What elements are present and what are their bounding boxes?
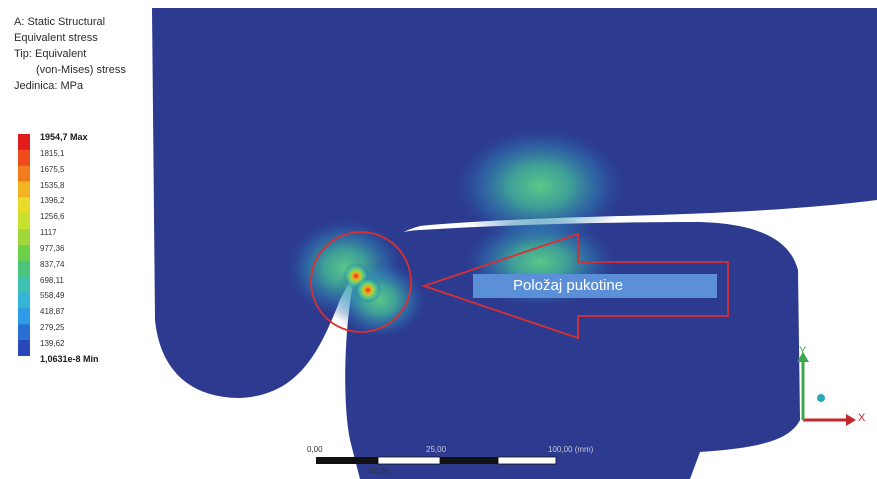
legend-label: 139,62 <box>40 338 65 348</box>
legend-swatch <box>18 260 30 278</box>
crack-marker-circle <box>310 231 412 333</box>
scale-mid-label: 50,00 <box>369 467 390 476</box>
legend-swatch <box>18 149 30 167</box>
legend-swatch <box>18 340 30 356</box>
legend-swatch <box>18 245 30 262</box>
legend-swatch <box>18 324 30 341</box>
analysis-title: A: Static Structural <box>14 16 106 28</box>
scale-faint-label-1: 25,00 <box>426 445 447 454</box>
legend-label: 837,74 <box>40 259 65 269</box>
legend-label: 698,11 <box>40 275 64 285</box>
legend-label: 1675,5 <box>40 164 65 174</box>
legend-swatch <box>18 308 30 325</box>
triad-x-label: X <box>858 412 866 424</box>
scale-bar <box>316 456 557 465</box>
legend-swatch <box>18 197 30 214</box>
crack-arrow <box>421 232 729 340</box>
legend-label: 1256,6 <box>40 212 65 222</box>
legend-swatch <box>18 213 30 230</box>
legend-label: 1,0631e-8 Min <box>40 353 99 364</box>
result-type: Tip: Equivalent <box>14 48 87 60</box>
legend-label: 1396,2 <box>40 196 65 206</box>
legend-swatch <box>18 134 30 151</box>
scale-start-label: 0,00 <box>307 445 323 454</box>
legend-label: 279,25 <box>40 323 65 333</box>
result-type-cont: (von-Mises) stress <box>36 64 126 76</box>
legend-label: 1117 <box>40 228 57 238</box>
crack-location-label: Položaj pukotine <box>473 274 717 298</box>
legend-label: 1535,8 <box>40 180 65 190</box>
legend-swatch <box>18 165 30 183</box>
hotspot-2 <box>355 277 381 303</box>
result-name: Equivalent stress <box>14 32 98 44</box>
legend-label: 977,36 <box>40 243 65 253</box>
result-unit: Jedinica: MPa <box>14 80 84 92</box>
coordinate-triad <box>797 352 856 426</box>
legend-swatch <box>18 292 30 309</box>
legend-label: 418,87 <box>40 307 65 317</box>
legend-label: 1954,7 Max <box>40 132 88 142</box>
result-info: A: Static Structural Equivalent stress T… <box>14 14 126 94</box>
legend-labels: 1954,7 Max 1815,1 1675,5 1535,8 1396,2 1256,6… <box>40 130 99 368</box>
triad-y-label: Y <box>799 345 807 357</box>
legend-swatch <box>18 181 30 198</box>
legend-swatch <box>18 229 30 246</box>
stress-field-upper <box>450 124 630 248</box>
legend-label: 558,49 <box>40 291 65 301</box>
legend-swatch <box>18 276 30 294</box>
legend-label: 1815,1 <box>40 148 65 158</box>
scale-faint-label-2: 100,00 (mm) <box>548 445 594 454</box>
legend-color-bar <box>18 134 30 356</box>
